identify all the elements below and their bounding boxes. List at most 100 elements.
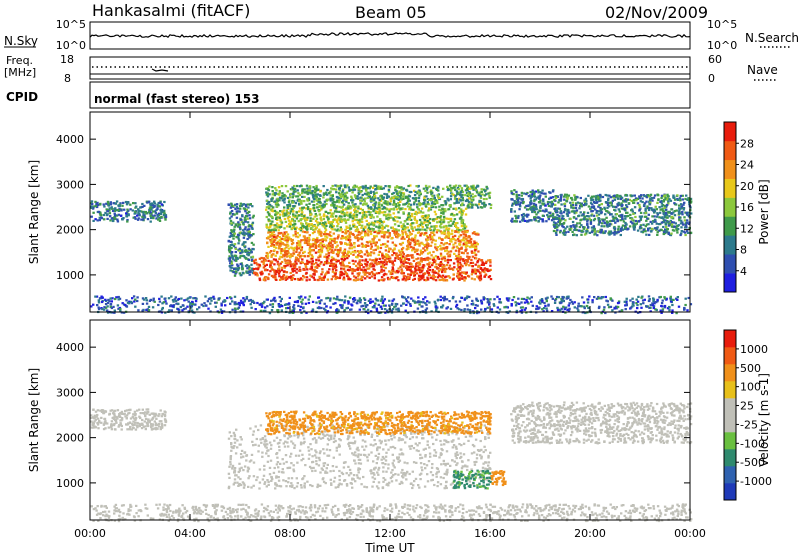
power-heatmap-cell xyxy=(310,243,312,245)
power-heatmap-cell xyxy=(639,227,641,229)
power-heatmap-cell xyxy=(419,229,421,231)
power-heatmap-cell xyxy=(561,215,563,217)
power-heatmap-cell xyxy=(408,266,410,268)
power-heatmap-cell xyxy=(103,205,105,207)
power-heatmap-cell xyxy=(236,213,238,215)
power-heatmap-cell xyxy=(679,199,681,201)
power-heatmap-cell xyxy=(471,186,473,188)
power-heatmap-cell xyxy=(479,279,481,281)
power-heatmap-cell xyxy=(442,188,444,190)
power-heatmap-cell xyxy=(344,265,346,267)
power-heatmap-cell xyxy=(620,198,622,200)
power-heatmap-cell xyxy=(570,204,572,206)
power-heatmap-cell xyxy=(378,239,380,241)
power-heatmap-cell xyxy=(126,220,128,222)
power-heatmap-cell xyxy=(100,214,102,216)
power-heatmap-cell xyxy=(309,189,311,191)
power-heatmap-cell xyxy=(380,279,382,281)
power-heatmap-cell xyxy=(421,215,423,217)
power-heatmap-cell xyxy=(464,185,466,187)
power-heatmap-cell xyxy=(448,228,450,230)
power-heatmap-cell xyxy=(576,209,578,211)
power-heatmap-cell xyxy=(359,197,361,199)
power-heatmap-cell xyxy=(604,222,606,224)
power-heatmap-cell xyxy=(232,238,234,240)
power-heatmap-cell xyxy=(662,210,664,212)
power-heatmap-cell xyxy=(657,231,659,233)
power-heatmap-cell xyxy=(411,213,413,215)
power-heatmap-cell xyxy=(302,225,304,227)
power-heatmap-cell xyxy=(468,236,470,238)
power-heatmap-cell xyxy=(568,195,570,197)
power-heatmap-cell xyxy=(418,278,420,280)
power-heatmap-cell xyxy=(656,216,658,218)
power-heatmap-cell xyxy=(653,215,655,217)
power-heatmap-cell xyxy=(244,219,246,221)
power-heatmap-cell xyxy=(434,203,436,205)
power-heatmap-cell xyxy=(572,221,574,223)
power-heatmap-cell xyxy=(353,263,355,265)
power-heatmap-cell xyxy=(279,279,281,281)
power-heatmap-cell xyxy=(465,234,467,236)
power-heatmap-cell xyxy=(586,223,588,225)
power-heatmap-cell xyxy=(427,216,429,218)
power-heatmap-cell xyxy=(679,234,681,236)
power-heatmap-cell xyxy=(490,207,492,209)
power-heatmap-cell xyxy=(347,235,349,237)
power-heatmap-cell xyxy=(556,229,558,231)
power-heatmap-cell xyxy=(300,202,302,204)
power-heatmap-cell xyxy=(278,229,280,231)
power-heatmap-cell xyxy=(676,210,678,212)
power-heatmap-cell xyxy=(418,263,420,265)
power-heatmap-cell xyxy=(488,270,490,272)
power-heatmap-cell xyxy=(388,185,390,187)
power-heatmap-cell xyxy=(488,203,490,205)
power-heatmap-cell xyxy=(231,205,233,207)
power-heatmap-cell xyxy=(649,227,651,229)
power-heatmap-cell xyxy=(542,218,544,220)
power-heatmap-cell xyxy=(458,251,460,253)
power-heatmap-cell xyxy=(460,199,462,201)
power-heatmap-cell xyxy=(340,196,342,198)
power-heatmap-cell xyxy=(398,225,400,227)
power-heatmap-cell xyxy=(238,240,240,242)
power-heatmap-cell xyxy=(109,219,111,221)
power-heatmap-cell xyxy=(599,196,601,198)
power-heatmap-cell xyxy=(346,273,348,275)
power-heatmap-cell xyxy=(301,223,303,225)
power-heatmap-cell xyxy=(327,279,329,281)
power-heatmap-cell xyxy=(654,219,656,221)
power-heatmap-cell xyxy=(433,229,435,231)
power-heatmap-cell xyxy=(406,269,408,271)
power-heatmap-cell xyxy=(433,278,435,280)
power-heatmap-cell xyxy=(299,270,301,272)
power-heatmap-cell xyxy=(291,263,293,265)
power-heatmap-cell xyxy=(384,185,386,187)
power-heatmap-cell xyxy=(238,223,240,225)
power-heatmap-cell xyxy=(340,185,342,187)
power-heatmap-cell xyxy=(489,197,491,199)
power-heatmap-cell xyxy=(358,223,360,225)
power-heatmap-cell xyxy=(617,229,619,231)
power-heatmap-cell xyxy=(452,223,454,225)
power-heatmap-cell xyxy=(454,242,456,244)
power-heatmap-cell xyxy=(461,239,463,241)
power-heatmap-cell xyxy=(419,192,421,194)
power-heatmap-cell xyxy=(672,195,674,197)
power-heatmap-cell xyxy=(243,255,245,257)
power-heatmap-cell xyxy=(427,201,429,203)
power-heatmap-cell xyxy=(263,263,265,265)
power-heatmap-cell xyxy=(618,195,620,197)
power-heatmap-cell xyxy=(644,209,646,211)
power-heatmap-cell xyxy=(629,214,631,216)
power-heatmap-cell xyxy=(340,273,342,275)
power-heatmap-cell xyxy=(673,230,675,232)
power-heatmap-cell xyxy=(280,224,282,226)
power-heatmap-cell xyxy=(247,221,249,223)
power-heatmap-cell xyxy=(401,264,403,266)
power-heatmap-cell xyxy=(457,261,459,263)
power-heatmap-cell xyxy=(129,208,131,210)
power-heatmap-cell xyxy=(461,265,463,267)
power-heatmap-cell xyxy=(349,216,351,218)
